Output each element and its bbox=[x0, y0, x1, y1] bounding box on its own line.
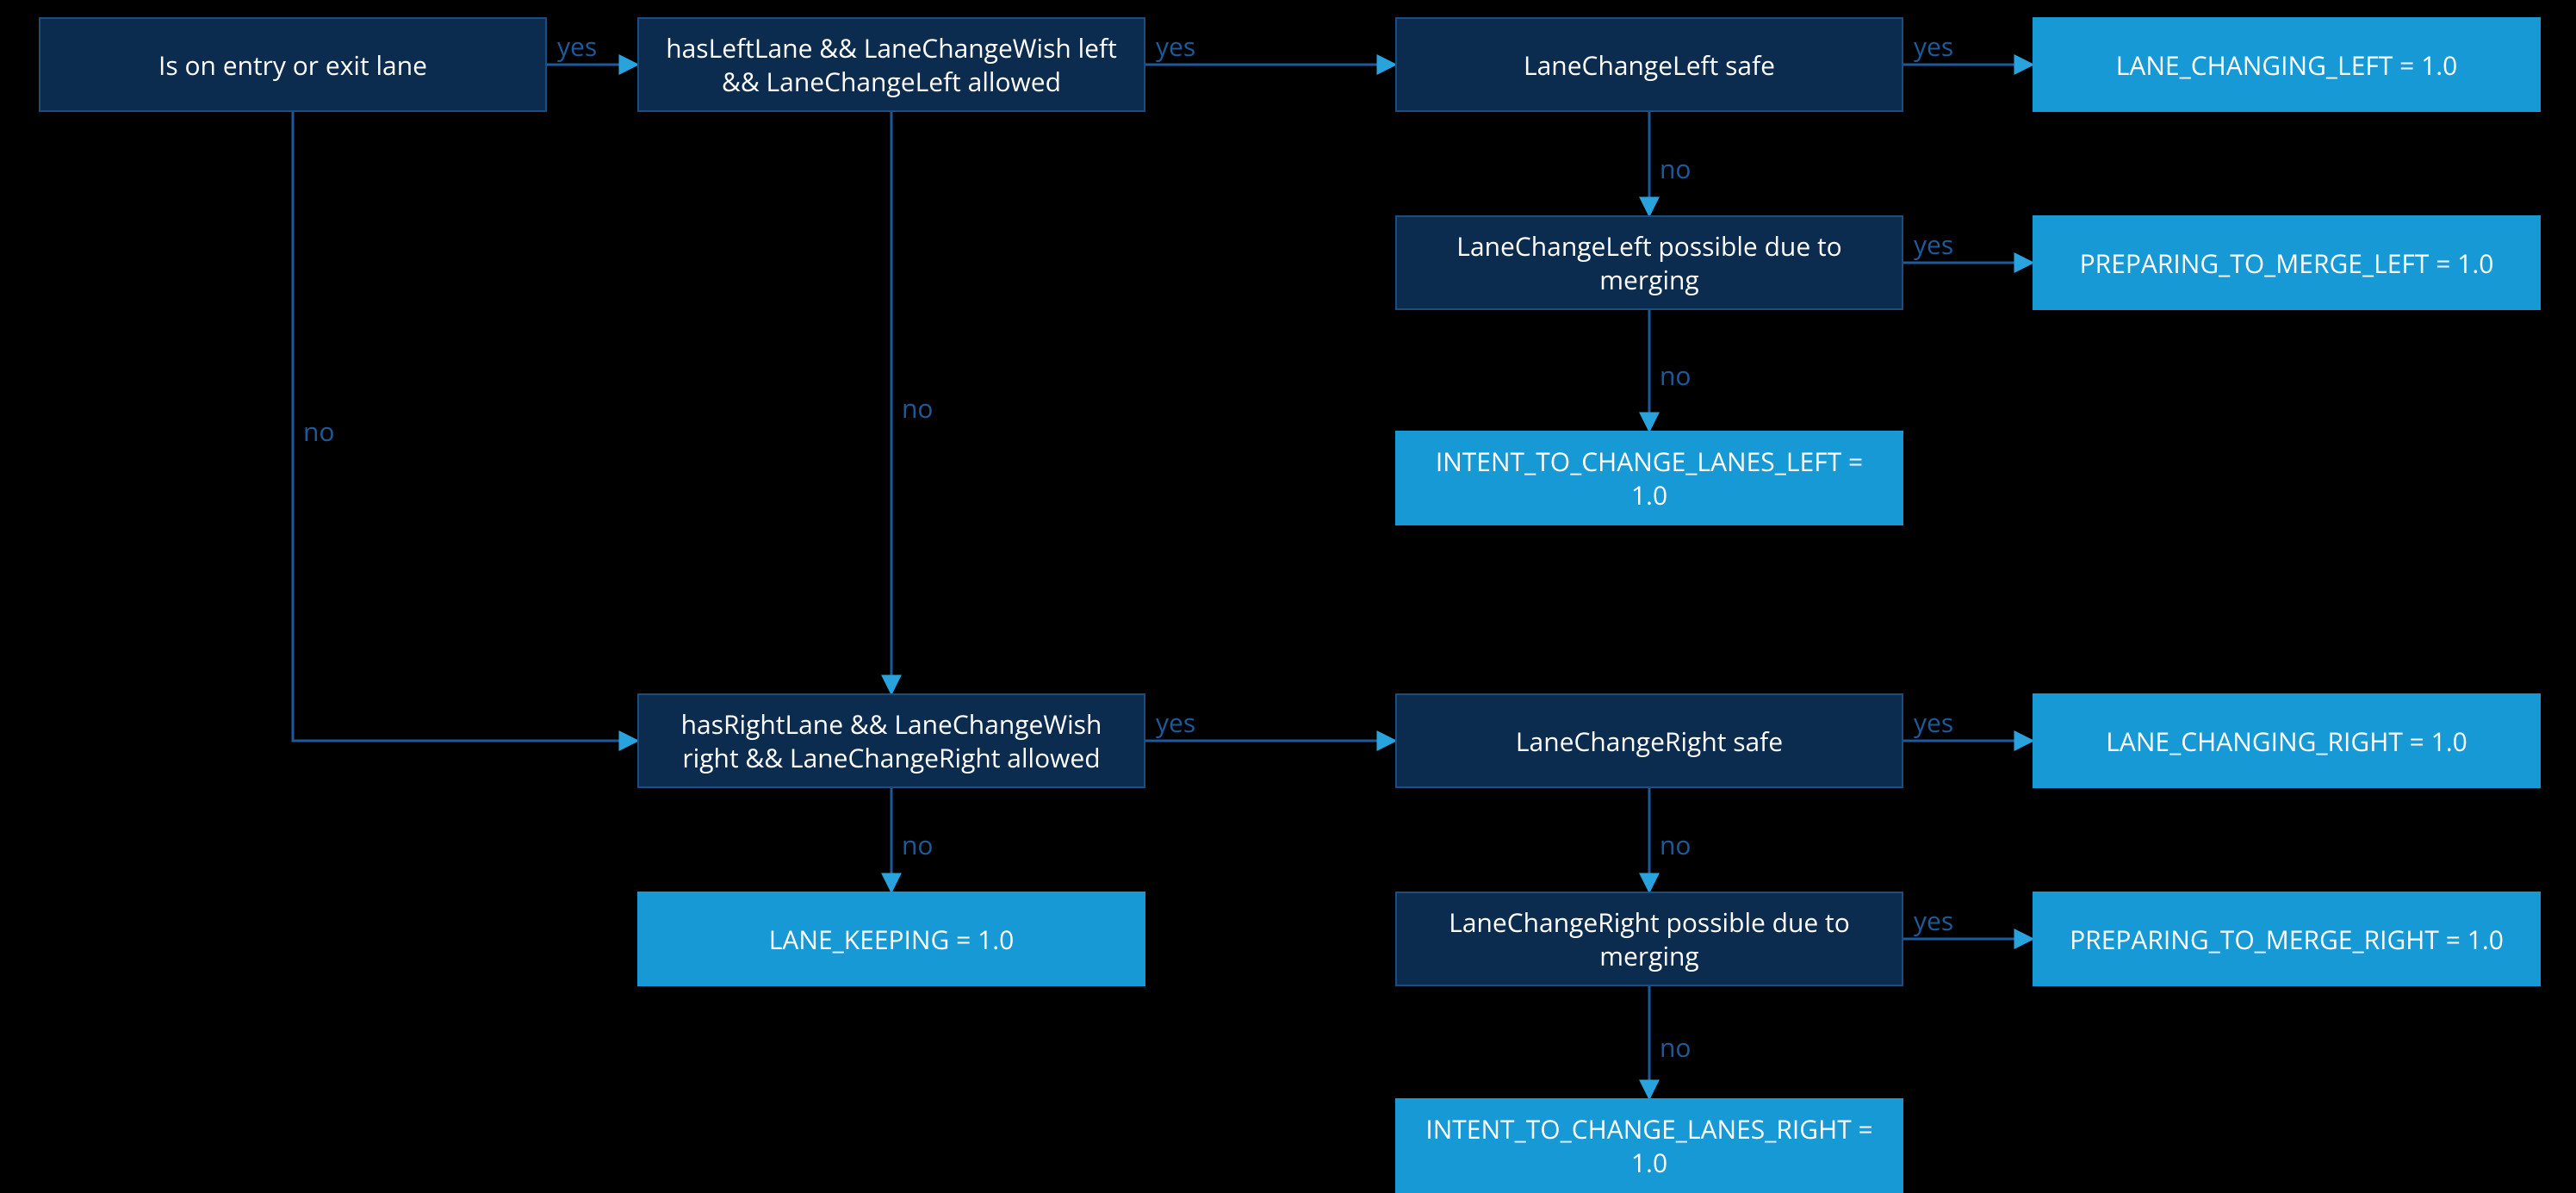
edge-label: yes bbox=[1156, 28, 1195, 64]
node-leftcond: hasLeftLane && LaneChangeWish left && La… bbox=[637, 17, 1145, 112]
node-prepleft: PREPARING_TO_MERGE_LEFT = 1.0 bbox=[2033, 215, 2541, 310]
edge-label: no bbox=[902, 827, 933, 862]
node-lanekeep: LANE_KEEPING = 1.0 bbox=[637, 892, 1145, 986]
edge-label: yes bbox=[557, 28, 597, 64]
edge-label: no bbox=[303, 413, 334, 449]
edge-label: yes bbox=[1914, 705, 1953, 740]
node-chgright: LANE_CHANGING_RIGHT = 1.0 bbox=[2033, 693, 2541, 788]
edge-label: yes bbox=[1156, 705, 1195, 740]
edge-label: yes bbox=[1914, 28, 1953, 64]
node-intright: INTENT_TO_CHANGE_LANES_RIGHT = 1.0 bbox=[1395, 1098, 1903, 1193]
node-intleft: INTENT_TO_CHANGE_LANES_LEFT = 1.0 bbox=[1395, 431, 1903, 525]
node-rightmerge: LaneChangeRight possible due to merging bbox=[1395, 892, 1903, 986]
edge-label: no bbox=[902, 390, 933, 426]
edge-label: no bbox=[1660, 1029, 1691, 1065]
node-prepright: PREPARING_TO_MERGE_RIGHT = 1.0 bbox=[2033, 892, 2541, 986]
edges-layer bbox=[0, 0, 2576, 1180]
node-entry: Is on entry or exit lane bbox=[39, 17, 547, 112]
node-rightcond: hasRightLane && LaneChangeWish right && … bbox=[637, 693, 1145, 788]
node-rightsafe: LaneChangeRight safe bbox=[1395, 693, 1903, 788]
edge-label: no bbox=[1660, 827, 1691, 862]
flowchart-canvas: yes yes yes no yes no no yes yes no yes no no no Is on… bbox=[0, 0, 2576, 1180]
node-chgleft: LANE_CHANGING_LEFT = 1.0 bbox=[2033, 17, 2541, 112]
edge-label: no bbox=[1660, 357, 1691, 393]
node-leftsafe: LaneChangeLeft safe bbox=[1395, 17, 1903, 112]
edge-label: no bbox=[1660, 151, 1691, 186]
node-leftmerge: LaneChangeLeft possible due to merging bbox=[1395, 215, 1903, 310]
edge-label: yes bbox=[1914, 903, 1953, 938]
edge-label: yes bbox=[1914, 227, 1953, 262]
